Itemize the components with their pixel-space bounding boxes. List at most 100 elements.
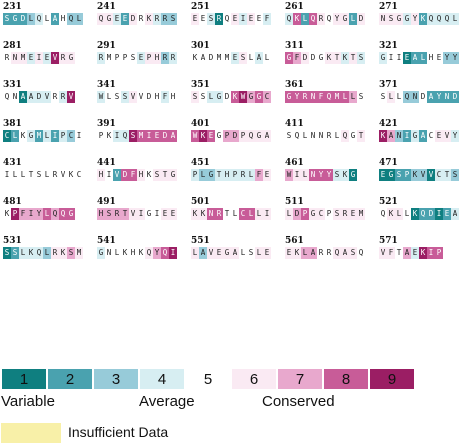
residue-cell: Q	[51, 208, 59, 220]
residue-cell: Q	[419, 208, 427, 220]
residue-cell: Q	[357, 247, 365, 259]
residue-cell: Q	[403, 91, 411, 103]
residue-cell: R	[59, 52, 67, 64]
residue-cell: L	[451, 13, 459, 25]
conserved-label: Conserved	[262, 393, 335, 410]
residue-cell: A	[27, 91, 35, 103]
residue-cell: L	[395, 208, 403, 220]
residue-cell: K	[231, 91, 239, 103]
residue-cell: V	[129, 208, 137, 220]
residue-cell: P	[97, 130, 105, 142]
residue-cell: G	[67, 208, 75, 220]
residue-cell: G	[395, 13, 403, 25]
residue-cell: L	[11, 169, 19, 181]
residue-cell: L	[301, 13, 309, 25]
residue-cell: M	[137, 130, 145, 142]
residue-cell: P	[113, 52, 121, 64]
residue-cell: T	[27, 169, 35, 181]
residue-position-number: 561	[285, 236, 304, 246]
residue-cell: L	[255, 247, 263, 259]
residue-cell: Y	[451, 130, 459, 142]
residue-cell: M	[35, 130, 43, 142]
residue-cell: R	[51, 169, 59, 181]
residue-cell: Q	[145, 247, 153, 259]
scale-grade-8: 8	[323, 368, 369, 390]
residue-cell: A	[427, 91, 435, 103]
residue-cell: P	[239, 130, 247, 142]
residue-cell: V	[443, 130, 451, 142]
scale-grade-3: 3	[93, 368, 139, 390]
residue-cell: D	[357, 13, 365, 25]
residue-cell: Q	[121, 130, 129, 142]
residue-cell: D	[19, 13, 27, 25]
residue-cell: L	[395, 91, 403, 103]
residue-cell: E	[231, 13, 239, 25]
residue-cell: S	[239, 52, 247, 64]
residue-cell: I	[435, 208, 443, 220]
residue-cell: E	[443, 208, 451, 220]
residue-cell: P	[121, 52, 129, 64]
insufficient-data-swatch	[1, 423, 61, 443]
residue-cell: Y	[435, 91, 443, 103]
residue-cell: I	[51, 130, 59, 142]
residue-cell: N	[309, 169, 317, 181]
residue-position-number: 491	[97, 197, 116, 207]
residue-cell: G	[379, 52, 387, 64]
residue-cell: V	[51, 52, 59, 64]
residue-cell: S	[153, 169, 161, 181]
residue-cell: K	[191, 208, 199, 220]
residue-cell: D	[35, 91, 43, 103]
residue-cell: D	[231, 130, 239, 142]
residue-cell: I	[403, 130, 411, 142]
residue-cell: P	[231, 169, 239, 181]
residue-cell: R	[51, 247, 59, 259]
residue-cell: M	[105, 52, 113, 64]
residue-cell: I	[293, 169, 301, 181]
residue-cell: S	[349, 247, 357, 259]
residue-cell: H	[97, 169, 105, 181]
residue-cell: H	[59, 13, 67, 25]
residue-cell: L	[27, 13, 35, 25]
residue-cell: G	[403, 13, 411, 25]
residue-cell: V	[419, 169, 427, 181]
residue-cell: R	[137, 13, 145, 25]
residue-cell: L	[301, 130, 309, 142]
residue-cell: G	[317, 52, 325, 64]
residue-cell: K	[325, 52, 333, 64]
residue-cell: G	[285, 91, 293, 103]
residue-cell: L	[239, 247, 247, 259]
residue-cell: E	[161, 208, 169, 220]
residue-cell: L	[19, 169, 27, 181]
average-label: Average	[139, 393, 195, 410]
residue-cell: K	[293, 247, 301, 259]
residue-cell: F	[263, 13, 271, 25]
residue-cell: L	[301, 169, 309, 181]
residue-cell: Q	[325, 91, 333, 103]
residue-cell: G	[67, 52, 75, 64]
residue-cell: N	[309, 130, 317, 142]
residue-cell: P	[145, 52, 153, 64]
residue-cell: C	[3, 130, 11, 142]
residue-cell: A	[169, 130, 177, 142]
residue-cell: S	[67, 247, 75, 259]
residue-cell: Y	[35, 208, 43, 220]
residue-cell: R	[325, 247, 333, 259]
residue-cell: E	[121, 13, 129, 25]
residue-cell: N	[395, 130, 403, 142]
residue-cell: G	[387, 169, 395, 181]
residue-cell: R	[161, 13, 169, 25]
residue-cell: F	[255, 169, 263, 181]
residue-cell: T	[161, 169, 169, 181]
residue-cell: P	[59, 130, 67, 142]
residue-cell: E	[285, 247, 293, 259]
